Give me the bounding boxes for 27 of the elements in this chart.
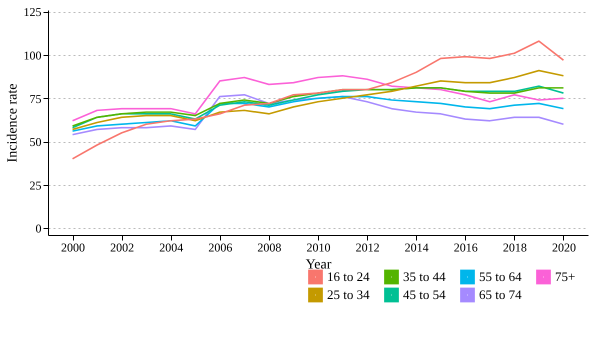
y-tick-label: 25 bbox=[30, 178, 42, 192]
x-tick-label: 2010 bbox=[306, 240, 330, 254]
legend-label: 55 to 64 bbox=[479, 269, 522, 284]
y-axis-title: Incidence rate bbox=[6, 84, 20, 162]
legend-label: 65 to 74 bbox=[479, 287, 522, 302]
y-tick-label: 50 bbox=[30, 135, 42, 150]
x-tick-label: 2016 bbox=[454, 240, 478, 254]
x-tick-label: 2020 bbox=[552, 240, 576, 254]
x-tick-label: 2008 bbox=[257, 240, 282, 254]
x-tick-label: 2006 bbox=[208, 240, 232, 254]
legend-label: 35 to 44 bbox=[403, 269, 446, 284]
y-tick-label: 100 bbox=[24, 48, 42, 62]
x-tick-label: 2004 bbox=[159, 240, 184, 254]
legend-label: 25 to 34 bbox=[327, 287, 370, 302]
x-tick-label: 2014 bbox=[404, 240, 429, 254]
y-tick-label: 0 bbox=[36, 222, 42, 236]
line-series bbox=[72, 70, 564, 130]
y-tick-label: 125 bbox=[24, 5, 42, 20]
y-tick-label: 75 bbox=[30, 92, 42, 106]
line-series bbox=[72, 40, 564, 160]
x-tick-label: 2000 bbox=[61, 240, 86, 254]
line-series bbox=[72, 74, 564, 122]
x-tick-label: 2002 bbox=[110, 240, 134, 254]
x-tick-label: 2012 bbox=[356, 240, 380, 254]
legend-label: 75+ bbox=[555, 269, 576, 284]
legend-label: 45 to 54 bbox=[403, 287, 446, 302]
x-tick-label: 2018 bbox=[502, 240, 527, 254]
